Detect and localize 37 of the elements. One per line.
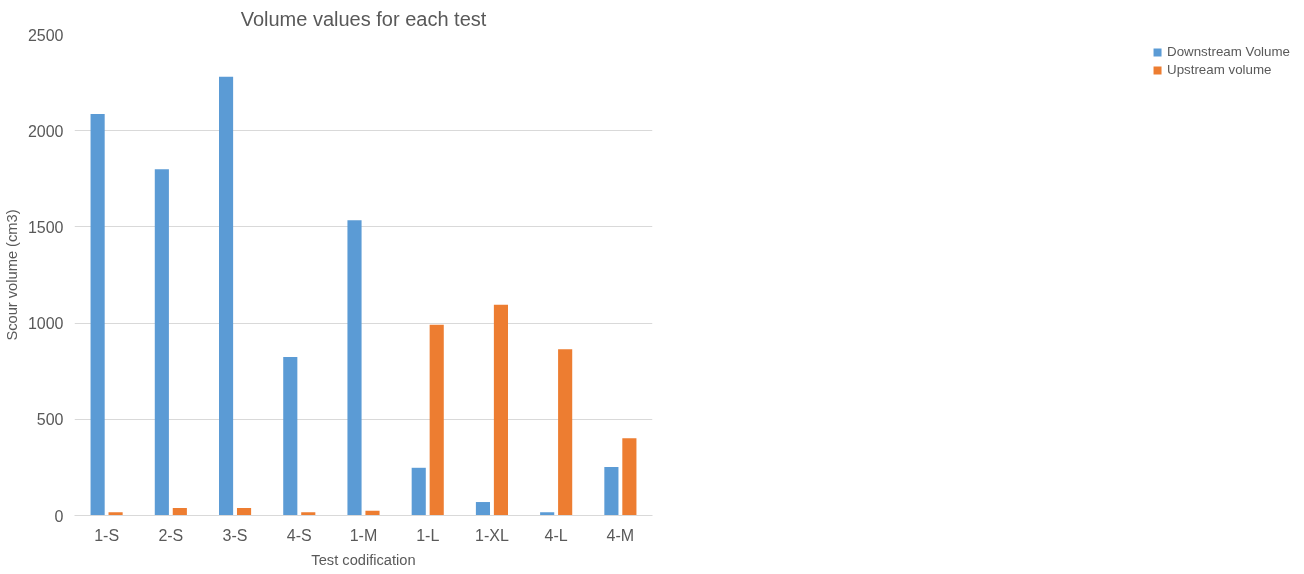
x-tick-label: 4-M: [606, 526, 635, 544]
y-axis-title: Scour volume (cm3): [3, 209, 20, 341]
bar: [411, 467, 426, 516]
bar: [347, 220, 362, 516]
bar: [622, 438, 637, 516]
x-tick-label: 2-S: [158, 526, 184, 544]
bar: [172, 508, 187, 516]
bar: [475, 502, 491, 516]
bar: [154, 169, 169, 516]
bar: [429, 324, 444, 516]
bar: [301, 512, 316, 516]
y-tick-label: 0: [54, 507, 64, 525]
y-tick-label: 1500: [27, 218, 64, 236]
x-axis-title: Test codification: [311, 551, 416, 568]
bar: [90, 113, 105, 516]
x-tick-label: 1-XL: [475, 526, 509, 544]
y-tick-label: 500: [36, 411, 64, 429]
y-tick-label: 1000: [27, 315, 64, 333]
x-tick-label: 4-L: [544, 526, 568, 544]
chart-title: Volume values for each test: [240, 7, 487, 30]
legend-label: Upstream volume: [1167, 62, 1272, 77]
x-tick-label: 3-S: [222, 526, 248, 544]
x-tick-label: 4-S: [286, 526, 312, 544]
bar: [540, 512, 555, 516]
x-tick-label: 1-M: [349, 526, 378, 544]
bar: [283, 356, 298, 516]
y-tick-label: 2500: [27, 26, 64, 44]
bar: [604, 467, 619, 516]
x-tick-label: 1-S: [94, 526, 120, 544]
legend-label: Downstream Volume: [1167, 44, 1290, 59]
y-tick-label: 2000: [27, 122, 64, 140]
bar: [493, 304, 508, 516]
bar: [236, 508, 252, 516]
bar: [219, 76, 234, 516]
bar: [108, 512, 123, 516]
x-tick-label: 1-L: [416, 526, 440, 544]
bar: [558, 349, 573, 516]
